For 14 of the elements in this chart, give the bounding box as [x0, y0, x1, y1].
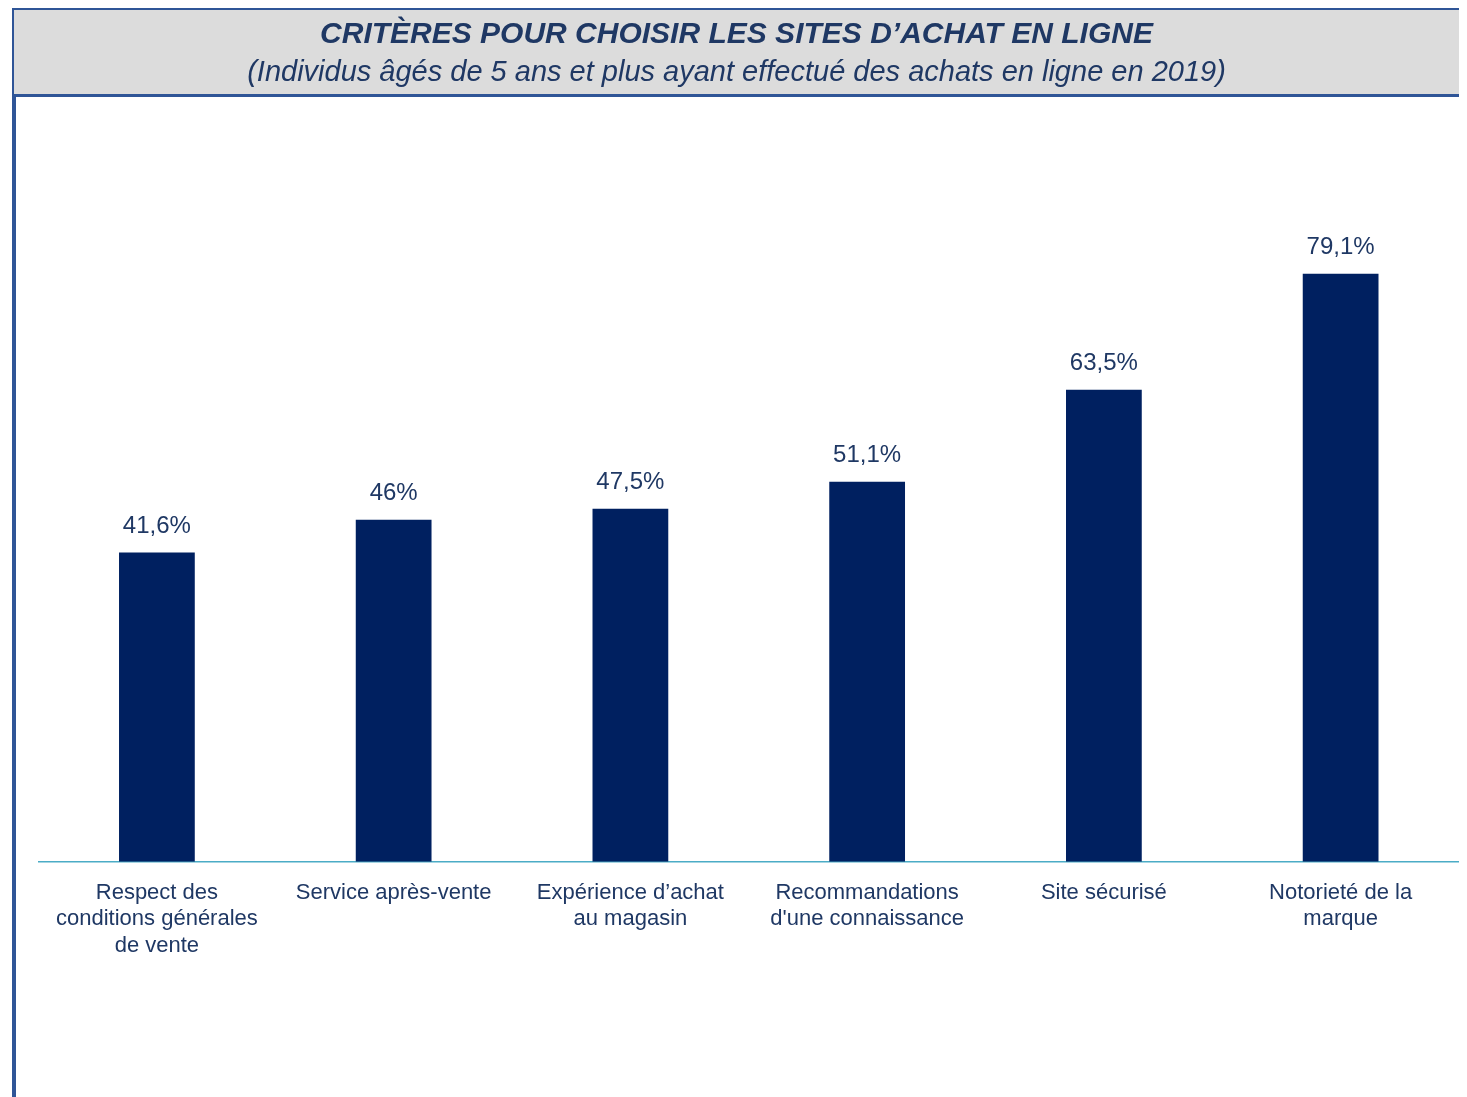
data-label: 46%	[369, 478, 418, 506]
x-tick-label: Notorieté de la marque	[1269, 879, 1413, 931]
data-label: 41,6%	[122, 511, 191, 539]
data-label: 79,1%	[1306, 232, 1375, 260]
chart-subtitle: (Individus âgés de 5 ans et plus ayant effectué des achats en ligne en 2019)	[246, 54, 1227, 89]
x-tick-label: Expérience d’achat au magasin	[536, 879, 724, 931]
data-label: 63,5%	[1069, 348, 1138, 376]
data-label: 47,5%	[596, 467, 665, 495]
x-tick-label: Service après-vente	[295, 879, 492, 905]
data-label: 51,1%	[833, 440, 902, 468]
x-tick-label: Recommandations d'une connaissance	[770, 879, 965, 931]
chart-title: CRITÈRES POUR CHOISIR LES SITES D’ACHAT EN LIGNE	[319, 15, 1155, 51]
x-tick-label: Respect des conditions générales de vente	[56, 879, 258, 957]
x-tick-label: Site sécurisé	[1040, 879, 1167, 905]
